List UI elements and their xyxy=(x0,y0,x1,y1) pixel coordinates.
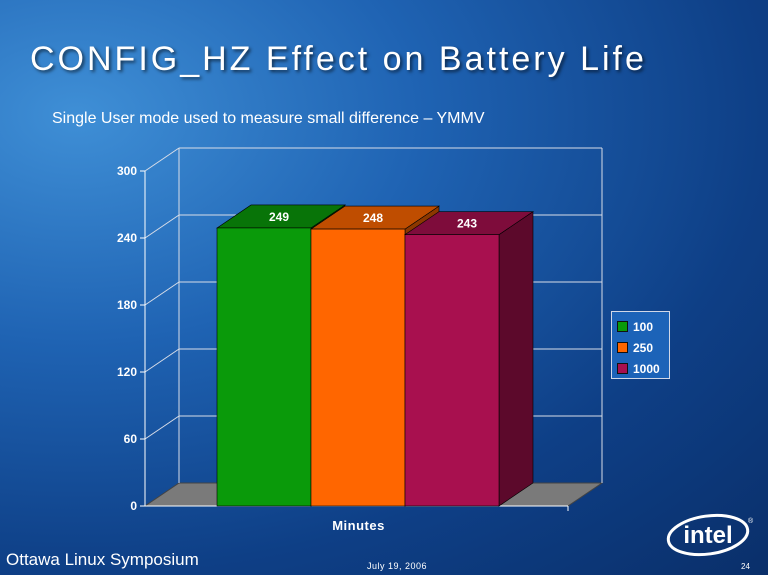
legend-swatch-100 xyxy=(617,321,628,332)
legend-label-250: 250 xyxy=(633,340,654,355)
bar-side-1000 xyxy=(498,211,534,507)
legend-item-1000: 1000 xyxy=(617,358,669,379)
chart-legend: 100 250 1000 xyxy=(611,311,670,379)
y-tick-label: 300 xyxy=(117,164,137,178)
x-axis-label: Minutes xyxy=(332,518,385,533)
intel-logo: intel ® xyxy=(666,513,754,557)
intel-logo-text: intel xyxy=(683,522,732,549)
legend-label-100: 100 xyxy=(633,319,654,334)
gridline-side xyxy=(144,281,180,306)
gridline-side xyxy=(144,348,180,373)
footer-conference: Ottawa Linux Symposium xyxy=(6,550,199,569)
legend-swatch-1000 xyxy=(617,363,628,374)
legend-label-1000: 1000 xyxy=(633,361,660,376)
gridline-side xyxy=(144,214,180,239)
slide-subtitle: Single User mode used to measure small d… xyxy=(52,110,485,127)
gridline-side xyxy=(144,147,180,172)
bar-1000 xyxy=(404,234,500,507)
bar-100 xyxy=(216,227,312,507)
data-label-250: 248 xyxy=(363,211,383,225)
slide-title: CONFIG_HZ Effect on Battery Life xyxy=(30,40,647,78)
registered-mark-icon: ® xyxy=(748,517,754,525)
gridline-side xyxy=(144,415,180,440)
y-tick-label: 60 xyxy=(124,432,138,446)
y-tick-label: 180 xyxy=(117,298,137,312)
legend-swatch-250 xyxy=(617,342,628,353)
data-label-1000: 243 xyxy=(457,217,477,231)
data-label-100: 249 xyxy=(269,210,289,224)
footer-date: July 19, 2006 xyxy=(367,561,428,571)
y-tick-label: 240 xyxy=(117,231,137,245)
y-tick-label: 120 xyxy=(117,365,137,379)
bar-250 xyxy=(310,228,406,507)
page-number: 24 xyxy=(741,562,750,571)
intel-logo-swirl xyxy=(666,513,750,557)
legend-item-100: 100 xyxy=(617,316,669,337)
legend-item-250: 250 xyxy=(617,337,669,358)
y-tick-label: 0 xyxy=(130,499,137,513)
